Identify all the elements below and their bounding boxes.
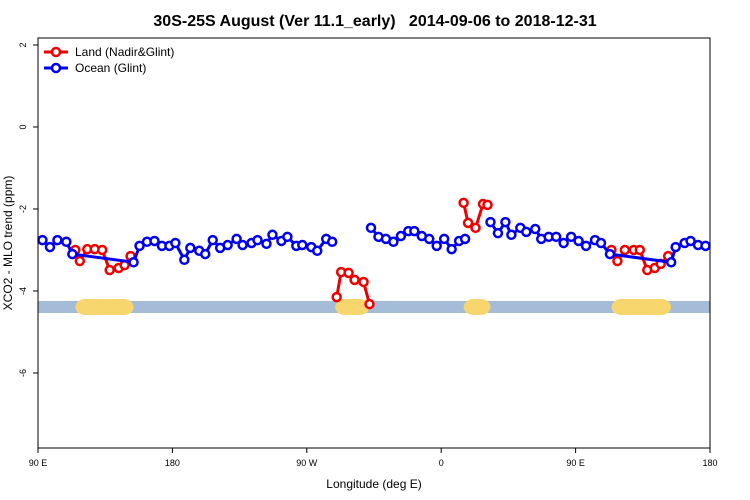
data-point <box>446 243 457 255</box>
data-point <box>431 240 442 252</box>
plot-frame <box>37 37 711 449</box>
series-line <box>73 202 670 305</box>
data-point <box>595 237 607 249</box>
data-point <box>521 226 532 238</box>
legend-label: Land (Nadir&Glint) <box>75 45 174 59</box>
data-point <box>96 244 108 256</box>
data-point <box>573 235 584 247</box>
ocean-band <box>38 301 710 313</box>
data-point <box>237 239 248 251</box>
data-point <box>438 233 450 245</box>
data-point <box>37 234 48 246</box>
data-point <box>207 234 218 246</box>
legend-marker <box>50 46 62 58</box>
y-tick-label: 2 <box>18 42 28 47</box>
x-tick-label: 180 <box>165 458 180 468</box>
data-point <box>312 245 323 257</box>
data-point <box>44 241 56 253</box>
data-point <box>634 244 646 256</box>
land-span <box>611 299 672 315</box>
data-point <box>462 217 474 229</box>
data-point <box>343 267 354 279</box>
data-point <box>326 236 338 248</box>
data-point <box>506 229 517 241</box>
data-point <box>485 216 496 228</box>
land-span <box>75 299 134 315</box>
data-point <box>459 233 471 245</box>
x-tick-label: 90 W <box>296 458 318 468</box>
plot-area <box>37 197 711 310</box>
data-point <box>74 255 86 267</box>
data-point <box>388 236 399 248</box>
data-point <box>530 223 541 235</box>
data-point <box>331 291 342 303</box>
data-point <box>231 233 242 245</box>
data-point <box>185 242 196 254</box>
data-point <box>104 264 115 276</box>
legend-marker <box>50 62 62 74</box>
y-tick-label: -6 <box>18 369 28 377</box>
data-point <box>409 225 420 237</box>
data-point <box>365 222 377 234</box>
x-tick-label: 90 E <box>29 458 48 468</box>
data-point <box>261 238 272 250</box>
chart-title: 30S-25S August (Ver 11.1_early) 2014-09-… <box>153 13 596 30</box>
data-point <box>349 274 360 286</box>
data-point <box>565 231 577 243</box>
land-span <box>463 299 491 315</box>
data-point <box>252 234 263 246</box>
land-span <box>335 299 370 315</box>
data-point <box>670 241 681 253</box>
data-point <box>297 239 308 251</box>
data-point <box>470 222 481 234</box>
data-point <box>52 234 63 246</box>
data-point <box>179 254 190 266</box>
data-point <box>424 233 435 245</box>
y-tick-label: -2 <box>18 205 28 213</box>
data-point <box>222 239 233 251</box>
x-tick-label: 0 <box>439 458 444 468</box>
data-point <box>580 240 592 252</box>
data-point <box>128 257 139 268</box>
x-tick-label: 180 <box>702 458 717 468</box>
data-point <box>134 240 145 252</box>
data-point <box>700 240 711 252</box>
data-point <box>364 298 375 310</box>
surface-band <box>38 299 710 315</box>
data-point <box>67 248 78 260</box>
data-point <box>604 248 616 260</box>
data-point <box>482 199 493 211</box>
legend-label: Ocean (Glint) <box>75 61 146 75</box>
y-tick-label: -4 <box>18 287 28 295</box>
y-tick-label: 0 <box>18 124 28 129</box>
x-axis-label: Longitude (deg E) <box>326 477 421 491</box>
data-point <box>458 197 469 209</box>
data-point <box>619 244 631 256</box>
data-point <box>685 235 696 247</box>
x-tick-label: 90 E <box>566 458 585 468</box>
data-point <box>61 236 72 248</box>
data-point <box>612 255 623 267</box>
data-point <box>200 248 211 260</box>
data-point <box>665 257 677 268</box>
data-point <box>267 229 278 241</box>
data-point <box>282 231 293 243</box>
data-point <box>550 231 562 243</box>
data-point <box>395 230 407 242</box>
data-point <box>149 235 160 247</box>
data-point <box>492 227 504 239</box>
data-point <box>170 237 181 249</box>
data-point <box>358 276 369 288</box>
data-point <box>500 216 511 228</box>
y-axis-label: XCO2 - MLO trend (ppm) <box>1 176 15 311</box>
data-point <box>558 237 569 249</box>
